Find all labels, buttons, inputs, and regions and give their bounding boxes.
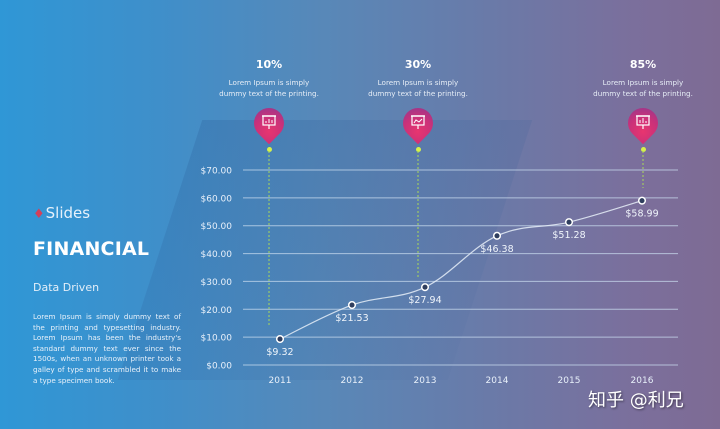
presentation-chart-icon [262, 115, 276, 129]
callout-text: Lorem Ipsum is simply dummy text of the … [209, 77, 329, 99]
data-point-marker [637, 196, 647, 205]
data-point-label: $51.28 [552, 230, 585, 241]
slide-title: FINANCIAL [33, 238, 150, 260]
callout-text-line: Lorem Ipsum is simply [602, 78, 684, 87]
data-line [279, 200, 643, 340]
y-tick-label: $0.00 [206, 362, 232, 372]
data-point-marker [492, 231, 502, 240]
y-tick-label: $20.00 [201, 306, 233, 316]
x-tick-label: 2013 [414, 376, 437, 386]
callout-percent: 85% [629, 58, 657, 71]
logo-text: Slides [45, 204, 91, 222]
callout-percent: 10% [255, 58, 283, 71]
data-point-marker [347, 300, 357, 310]
y-tick-label: $70.00 [201, 167, 233, 177]
callout-text: Lorem Ipsum is simply dummy text of the … [583, 77, 703, 99]
slide-subtitle: Data Driven [33, 281, 100, 294]
pin-dot-2013 [415, 147, 421, 152]
data-point-marker [420, 283, 430, 292]
callout-text-line: Lorem Ipsum is simply [228, 78, 310, 87]
pin-dot-2016 [640, 147, 646, 152]
data-point-label: $46.38 [480, 244, 513, 255]
slides-logo: ♦Slides [33, 204, 90, 222]
pin-dot-2011 [266, 147, 272, 152]
callout-2013: 30% Lorem Ipsum is simply dummy text of … [358, 58, 478, 99]
watermark: 知乎 @利兄 [588, 390, 684, 411]
callout-percent: 30% [404, 58, 432, 71]
data-point-label: $9.32 [266, 347, 293, 358]
callout-text-line: dummy text of the printing. [593, 89, 693, 98]
x-tick-label: 2011 [269, 376, 292, 386]
x-tick-label: 2015 [558, 376, 581, 386]
y-tick-label: $40.00 [201, 250, 233, 260]
data-point-label: $58.99 [625, 209, 658, 220]
callout-2011: 10% Lorem Ipsum is simply dummy text of … [209, 58, 329, 99]
x-tick-label: 2012 [341, 376, 364, 386]
data-point-marker [564, 218, 574, 227]
callout-2016: 85% Lorem Ipsum is simply dummy text of … [583, 58, 703, 99]
x-tick-label: 2016 [631, 376, 654, 386]
presentation-chart-icon [411, 115, 425, 129]
data-point-marker [275, 334, 285, 344]
x-tick-label: 2014 [486, 376, 509, 386]
presentation-chart-icon [636, 115, 650, 129]
data-point-label: $27.94 [408, 295, 441, 306]
y-tick-label: $30.00 [201, 278, 233, 288]
callout-text: Lorem Ipsum is simply dummy text of the … [358, 77, 478, 99]
callout-text-line: dummy text of the printing. [219, 89, 319, 98]
logo-mark-icon: ♦ [33, 207, 45, 222]
data-point-label: $21.53 [335, 313, 368, 324]
callout-text-line: Lorem Ipsum is simply [377, 78, 459, 87]
y-tick-label: $10.00 [201, 334, 233, 344]
y-tick-label: $60.00 [201, 194, 233, 204]
callout-text-line: dummy text of the printing. [368, 89, 468, 98]
y-tick-label: $50.00 [201, 222, 233, 232]
slide-description: Lorem Ipsum is simply dummy text of the … [33, 312, 181, 385]
